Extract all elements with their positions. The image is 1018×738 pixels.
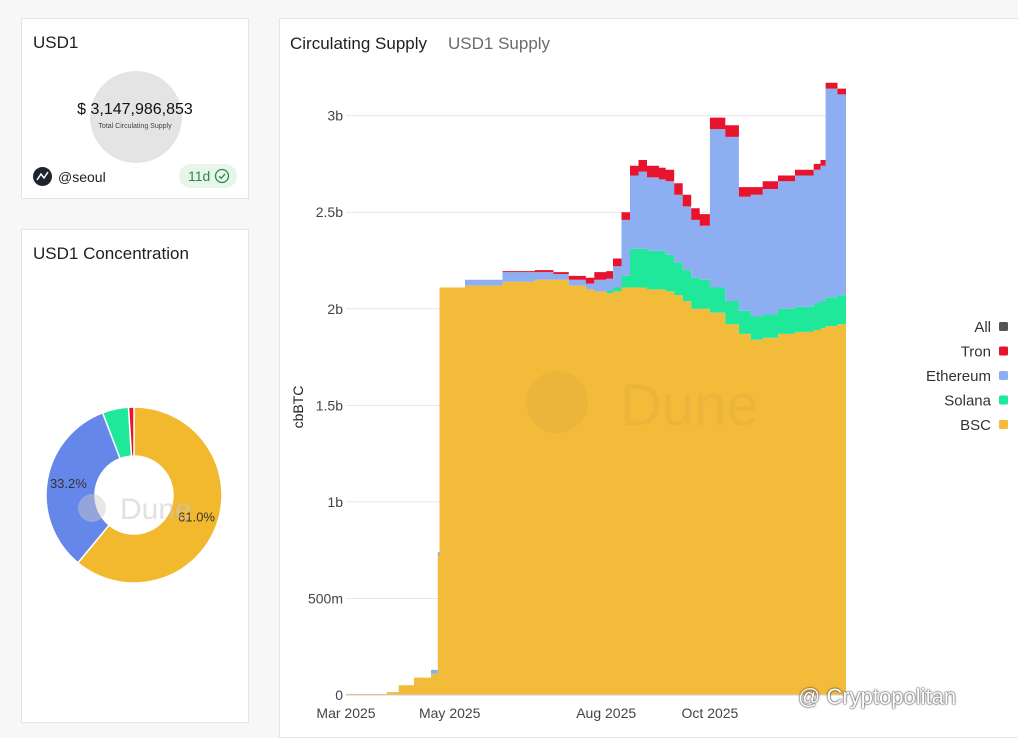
y-tick-label: 3b — [327, 108, 343, 124]
author-avatar[interactable] — [33, 167, 52, 186]
x-tick-label: May 2025 — [419, 705, 481, 721]
circulating-supply-chart: 0 500m 1b 1.5b 2b 2.5b 3b Mar 2025 May 2025 Aug 2… — [290, 82, 1008, 721]
y-tick-label: 1b — [327, 494, 343, 510]
y-axis-label: cbBTC — [290, 386, 306, 429]
author-link[interactable]: @seoul — [58, 169, 106, 185]
x-tick-label: Aug 2025 — [576, 705, 636, 721]
total-supply-counter-card: USD1 $ 3,147,986,853 Total Circulating S… — [21, 18, 249, 199]
concentration-card: USD1 Concentration 61.0% 33.2% Dune — [21, 229, 249, 723]
total-supply-value: $ 3,147,986,853 — [77, 101, 193, 118]
total-supply-caption: Total Circulating Supply — [98, 123, 172, 130]
chart-subtitle: USD1 Supply — [448, 34, 551, 53]
donut-label-ethereum: 33.2% — [50, 476, 87, 491]
legend-swatch-ethereum — [999, 371, 1008, 380]
dune-watermark-logo — [526, 371, 588, 433]
y-tick-label: 0 — [335, 687, 343, 703]
legend-label-all: All — [974, 319, 991, 336]
dune-watermark-text: Dune — [620, 373, 759, 438]
counter-background-disc — [90, 71, 182, 163]
legend-swatch-all — [999, 322, 1008, 331]
legend-label-solana: Solana — [944, 393, 991, 410]
last-updated-badge[interactable]: 11d — [179, 164, 237, 188]
legend-label-ethereum: Ethereum — [926, 368, 991, 385]
x-tick-label: Mar 2025 — [316, 705, 375, 721]
series-area-bsc — [346, 279, 846, 695]
donut-slice-ethereum — [45, 411, 122, 564]
y-tick-label: 500m — [308, 590, 343, 606]
donut-watermark-logo — [78, 494, 106, 522]
legend-label-bsc: BSC — [960, 417, 991, 434]
donut-slice-bsc — [76, 406, 223, 584]
donut-label-bsc: 61.0% — [178, 510, 215, 525]
x-tick-label: Oct 2025 — [682, 705, 739, 721]
y-tick-label: 2b — [327, 301, 343, 317]
donut-slice-tron — [127, 406, 135, 457]
series-area-ethereum — [346, 88, 846, 695]
dune-logo-icon — [36, 171, 49, 181]
legend-swatch-tron — [999, 346, 1008, 356]
chart-title: Circulating Supply — [290, 34, 428, 53]
legend-label-tron: Tron — [961, 344, 991, 361]
counter-card-title: USD1 — [33, 33, 79, 52]
legend-swatch-solana — [999, 395, 1008, 405]
concentration-donut-chart: 61.0% 33.2% Dune — [45, 406, 223, 584]
y-tick-label: 1.5b — [316, 397, 343, 413]
concentration-card-title: USD1 Concentration — [33, 244, 189, 263]
verified-check-icon — [214, 168, 230, 184]
last-updated-age: 11d — [188, 168, 211, 184]
cryptopolitan-watermark: @ Cryptopolitan — [798, 684, 957, 709]
legend-swatch-bsc — [999, 420, 1008, 429]
y-tick-label: 2.5b — [316, 204, 343, 220]
circulating-supply-card: 0 500m 1b 1.5b 2b 2.5b 3b Mar 2025 May 2025 Aug 2… — [279, 18, 1018, 738]
donut-watermark-text: Dune — [120, 493, 192, 526]
